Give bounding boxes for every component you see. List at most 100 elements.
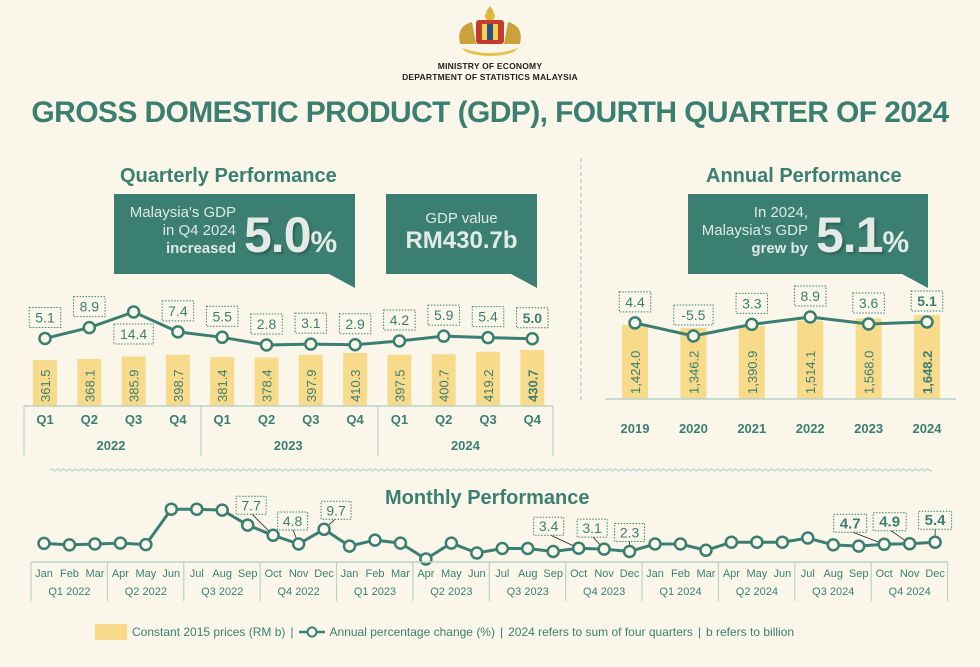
annual-growth-point [745,317,759,332]
monthly-tick-label: Nov [900,568,920,580]
quarterly-growth-point [259,338,274,352]
gdp-value-label: GDP value [425,210,498,227]
annual-growth-line [634,315,928,338]
monthly-growth-point [673,537,688,551]
monthly-growth-point [419,552,433,566]
quarterly-tick-label: Q1 [214,412,231,427]
monthly-growth-point [139,537,153,552]
monthly-tick-label: Aug [518,568,538,580]
quarterly-bar [520,349,545,406]
annual-growth-point [686,329,701,343]
value-label-box [73,296,106,318]
quarterly-bar-label: 381.4 [215,369,230,402]
monthly-growth-point [699,543,713,558]
monthly-tick-label: Jul [190,568,204,580]
monthly-growth-point [724,535,739,549]
monthly-growth-point [902,536,917,551]
monthly-quarter-label: Q1 2022 [48,586,90,598]
value-label: 5.1 [917,293,937,309]
legend-separator: | [290,625,294,639]
quarterly-bar [387,354,412,406]
value-label-box [793,285,827,307]
legend-note-billion: b refers to billion [706,625,795,639]
callout-tail [329,274,355,288]
monthly-value-label: 7.7 [241,497,261,513]
quarterly-bar-label: 361.5 [38,369,53,402]
monthly-growth-point [240,518,255,532]
value-label-box [383,309,416,331]
annual-tick-label: 2020 [679,421,708,436]
quarterly-bar-label: 368.1 [82,369,97,402]
monthly-growth-point [495,541,510,556]
monthly-growth-point [801,531,815,545]
monthly-tick-label: Jan [646,568,664,580]
monthly-value-label: 5.4 [925,512,947,529]
quarterly-tick-label: Q3 [125,412,142,427]
monthly-tick-label: Apr [723,568,740,580]
value-label-box [833,513,868,533]
quarterly-tick-label: Q3 [302,412,319,427]
bar-legend-swatch [95,624,127,640]
quarterly-bar [210,357,235,406]
gdp-value: RM430.7b [405,227,518,254]
monthly-value-label: 4.7 [840,515,861,532]
quarterly-bar [431,354,456,406]
value-label: 2.9 [345,316,365,332]
monthly-quarter-label: Q4 2023 [583,586,625,598]
monthly-growth-point [928,535,942,549]
quarterly-growth-point [38,331,52,346]
monthly-growth-point [190,502,204,516]
monthly-tick-label: Dec [314,568,334,580]
value-label-box [161,300,195,322]
quarterly-growth-point [481,330,495,345]
quarterly-year-label: 2024 [451,438,481,453]
quarterly-bar [121,356,146,406]
annual-bar [738,326,765,399]
value-label-box [427,304,460,326]
value-label-box [113,323,154,345]
page-title: GROSS DOMESTIC PRODUCT (GDP), FOURTH QUA… [31,96,949,129]
monthly-growth-point [88,537,102,551]
monthly-quarter-label: Q4 2024 [889,586,931,598]
monthly-tick-label: Apr [417,568,434,580]
value-label-box [910,290,944,312]
value-label: 5.1 [35,309,55,325]
monthly-growth-point [266,528,280,543]
annual-bar [622,324,648,399]
value-label-box [872,512,907,532]
quarterly-bar [298,354,323,406]
monthly-tick-label: Jan [341,568,359,580]
quarterly-bar [77,359,102,406]
monthly-value-label: 4.9 [879,514,900,531]
monthly-growth-point [826,538,841,552]
monthly-tick-label: Nov [594,568,614,580]
monthly-growth-point [215,503,229,517]
quarterly-year-label: 2023 [274,438,303,453]
line-legend-icon [298,626,325,638]
value-label-box [533,516,565,536]
monthly-growth-point [444,536,459,550]
line-legend-label: Annual percentage change (%) [329,625,495,639]
annual-bar-label: 1,390.9 [745,351,760,394]
quarterly-bar [33,360,57,406]
quarterly-tick-label: Q1 [36,412,53,427]
quarterly-bar-label: 419.2 [481,369,496,402]
monthly-value-label: 9.7 [326,502,346,518]
quarterly-bar-label: 397.9 [304,369,319,402]
quarterly-heading: Quarterly Performance [120,165,337,187]
percent-sign: % [882,226,910,259]
value-label-box [576,518,608,538]
monthly-growth-point [851,539,866,553]
monthly-growth-point [571,541,586,555]
monthly-tick-label: Jul [801,568,815,580]
value-label: 7.4 [168,303,188,319]
value-label-box [852,292,885,314]
value-label: 5.9 [434,307,454,323]
monthly-growth-point [113,536,128,550]
gdp-value-callout: GDP value RM430.7b [386,194,537,288]
annual-tick-label: 2019 [621,421,650,436]
monthly-tick-label: Jul [495,568,509,580]
monthly-tick-label: Jan [35,568,53,580]
quarterly-tick-label: Q4 [346,412,364,427]
